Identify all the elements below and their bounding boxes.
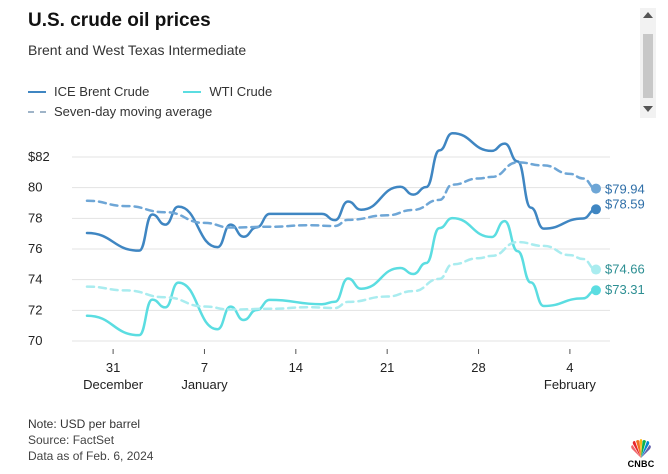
scrollbar-thumb[interactable]	[643, 34, 653, 98]
x-tick-label: 7	[201, 360, 208, 375]
legend-row-2: Seven-day moving average	[28, 104, 246, 119]
series-end-marker	[591, 285, 601, 296]
legend-label-moving-average: Seven-day moving average	[54, 104, 213, 119]
x-tick-sublabel: December	[83, 377, 144, 392]
chart-title: U.S. crude oil prices	[28, 10, 211, 31]
y-tick-label: 70	[28, 333, 42, 348]
x-tick-sublabel: January	[181, 377, 228, 392]
logo-text: CNBC	[627, 459, 655, 469]
legend-label-wti: WTI Crude	[209, 84, 273, 99]
series-line	[85, 161, 598, 229]
footer-asof: Data as of Feb. 6, 2024	[28, 449, 154, 463]
legend-swatch-moving-average	[28, 110, 46, 113]
y-tick-label: 76	[28, 241, 42, 256]
chart-subtitle: Brent and West Texas Intermediate	[28, 42, 247, 58]
y-tick-label: $82	[28, 149, 50, 164]
legend-item-moving-average: Seven-day moving average	[28, 104, 212, 119]
series-end-label: $73.31	[605, 282, 645, 297]
peacock-icon	[631, 439, 651, 458]
series-line	[85, 131, 598, 252]
legend-label-brent: ICE Brent Crude	[54, 84, 150, 99]
series-end-label: $78.59	[605, 196, 645, 211]
series-line	[85, 216, 598, 337]
cnbc-logo: CNBC	[624, 438, 658, 470]
footer-note: Note: USD per barrel	[28, 417, 141, 431]
series-end-marker	[591, 204, 601, 215]
legend-item-brent: ICE Brent Crude	[28, 84, 149, 99]
chart-footer: Note: USD per barrel Source: FactSet Dat…	[28, 416, 153, 464]
series-end-label: $79.94	[605, 182, 645, 197]
legend-item-wti: WTI Crude	[183, 84, 272, 99]
x-tick-label: 28	[471, 360, 485, 375]
scrollbar[interactable]	[640, 8, 656, 118]
y-tick-label: 80	[28, 180, 42, 195]
scroll-down-arrow-icon[interactable]	[643, 106, 653, 112]
y-tick-label: 72	[28, 302, 42, 317]
legend-swatch-brent	[28, 90, 46, 93]
scroll-up-arrow-icon[interactable]	[643, 12, 653, 18]
series-end-marker	[591, 183, 601, 194]
footer-source: Source: FactSet	[28, 433, 115, 447]
x-tick-label: 14	[289, 360, 303, 375]
y-tick-label: 78	[28, 210, 42, 225]
series-end-marker	[591, 264, 601, 275]
x-tick-sublabel: February	[544, 377, 597, 392]
legend-swatch-wti	[183, 90, 202, 93]
series-end-label: $74.66	[605, 262, 645, 277]
y-tick-label: 74	[28, 272, 42, 287]
series-line	[85, 240, 598, 311]
x-tick-label: 4	[566, 360, 573, 375]
x-tick-label: 21	[380, 360, 394, 375]
x-tick-label: 31	[106, 360, 120, 375]
legend: ICE Brent Crude WTI Crude	[28, 84, 306, 99]
